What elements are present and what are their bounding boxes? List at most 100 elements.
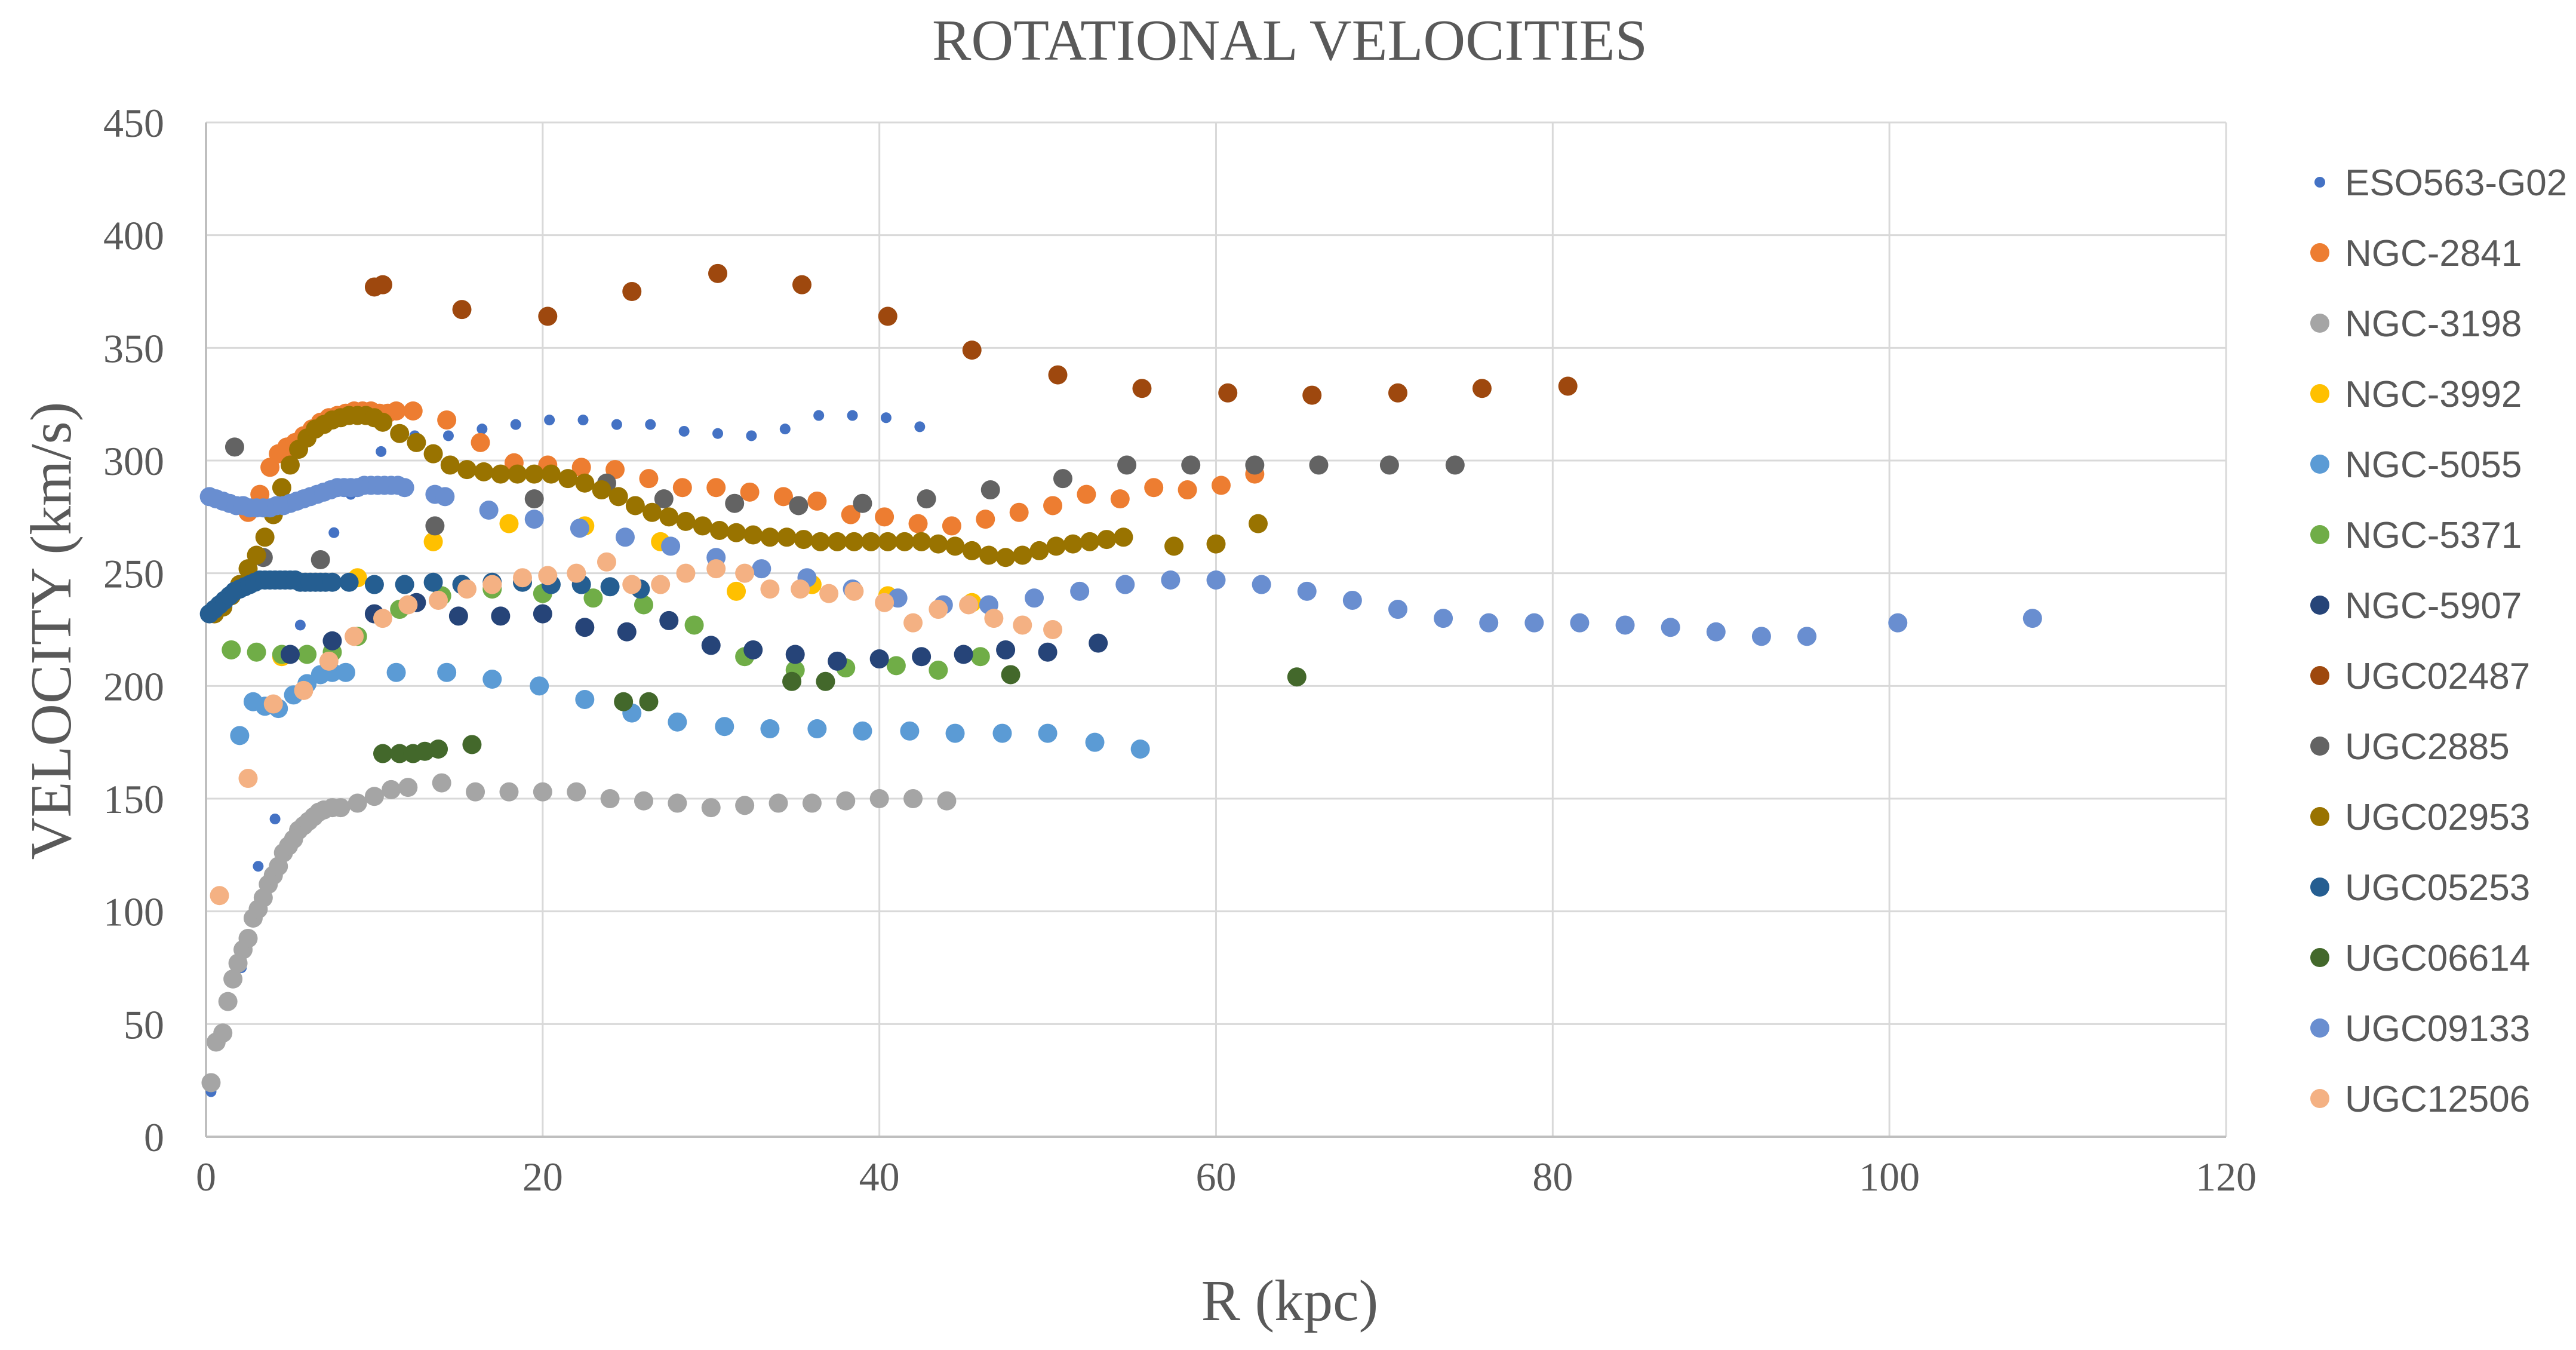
data-point	[280, 645, 300, 664]
data-point	[1089, 633, 1108, 653]
data-point	[614, 692, 634, 711]
data-point	[466, 782, 485, 802]
data-point	[608, 487, 628, 507]
data-point	[297, 645, 317, 664]
data-point	[429, 590, 448, 610]
data-point	[1297, 581, 1317, 601]
data-point	[1070, 581, 1090, 601]
data-point	[1206, 570, 1226, 590]
data-point	[735, 796, 755, 815]
legend-item: UGC2885	[2310, 726, 2510, 768]
data-point	[914, 421, 926, 432]
data-point	[712, 428, 724, 439]
data-point	[875, 507, 894, 527]
data-point	[435, 487, 455, 507]
data-point	[1110, 489, 1130, 509]
data-point	[390, 424, 410, 443]
data-point	[715, 717, 734, 737]
data-point	[524, 489, 544, 509]
data-point	[810, 532, 830, 551]
data-point	[760, 579, 780, 599]
data-point	[735, 563, 755, 583]
data-point	[1013, 615, 1032, 635]
data-point	[597, 552, 616, 572]
data-point	[533, 782, 552, 802]
data-point	[1077, 484, 1096, 504]
data-point	[524, 510, 544, 529]
data-point	[1434, 609, 1453, 628]
data-point	[615, 527, 635, 547]
data-point	[474, 462, 494, 481]
data-point	[929, 660, 948, 680]
data-point	[1025, 588, 1044, 608]
data-point	[508, 464, 527, 484]
data-point	[319, 651, 339, 671]
data-point	[962, 541, 982, 560]
legend-marker	[2310, 1018, 2329, 1038]
legend-marker	[2310, 807, 2329, 826]
data-point	[1053, 469, 1072, 489]
data-point	[929, 600, 948, 619]
data-point	[802, 793, 822, 813]
data-point	[847, 410, 858, 421]
data-point	[390, 744, 410, 763]
data-point	[875, 593, 894, 612]
data-point	[425, 516, 445, 536]
data-point	[709, 520, 729, 540]
data-point	[1097, 530, 1117, 550]
x-tick-label: 100	[1859, 1154, 1920, 1199]
data-point	[373, 275, 393, 294]
data-point	[659, 507, 679, 527]
legend-marker	[2310, 596, 2329, 615]
data-point	[617, 622, 637, 642]
data-point	[1043, 496, 1063, 516]
data-point	[373, 744, 393, 763]
data-point	[828, 532, 847, 551]
series-UGC05253	[199, 570, 650, 624]
chart-title: ROTATIONAL VELOCITIES	[932, 8, 1647, 73]
data-point	[880, 412, 892, 424]
data-point	[1218, 383, 1238, 403]
x-tick-label: 120	[2196, 1154, 2257, 1199]
series-UGC02953	[205, 406, 1268, 624]
data-point	[1342, 590, 1362, 610]
data-point	[1038, 723, 1058, 743]
legend-marker	[2310, 948, 2329, 967]
data-point	[213, 1023, 233, 1043]
legend-label: UGC09133	[2345, 1008, 2530, 1050]
series-UGC06614	[373, 665, 1307, 763]
legend-item: NGC-5371	[2310, 515, 2522, 556]
data-point	[2022, 609, 2042, 628]
data-point	[894, 532, 914, 551]
data-point	[807, 491, 827, 511]
data-point	[294, 619, 306, 631]
data-point	[398, 778, 418, 797]
data-point	[491, 464, 511, 484]
data-point	[807, 719, 827, 739]
data-point	[395, 478, 414, 498]
data-point	[954, 645, 973, 664]
data-point	[1245, 455, 1265, 475]
legend: ESO563-G02 NGC-2841 NGC-3198 NGC-3992 NGC-50…	[2310, 162, 2567, 1120]
legend-item: UGC02487	[2310, 656, 2530, 697]
data-point	[263, 694, 283, 714]
legend-item: UGC06614	[2310, 938, 2530, 979]
data-point	[1445, 455, 1465, 475]
x-axis-label: R (kpc)	[1201, 1269, 1379, 1333]
data-point	[544, 415, 555, 426]
data-point	[364, 787, 384, 806]
data-point	[1038, 642, 1058, 662]
data-point	[760, 527, 780, 547]
data-point	[1287, 667, 1307, 687]
data-point	[1144, 478, 1164, 498]
data-point	[345, 627, 364, 646]
data-point	[1161, 570, 1181, 590]
data-point	[760, 719, 780, 739]
data-point	[789, 496, 809, 516]
data-point	[510, 419, 521, 430]
data-point	[1048, 365, 1068, 385]
data-point	[322, 572, 342, 592]
data-point	[816, 671, 835, 691]
data-point	[1309, 455, 1329, 475]
